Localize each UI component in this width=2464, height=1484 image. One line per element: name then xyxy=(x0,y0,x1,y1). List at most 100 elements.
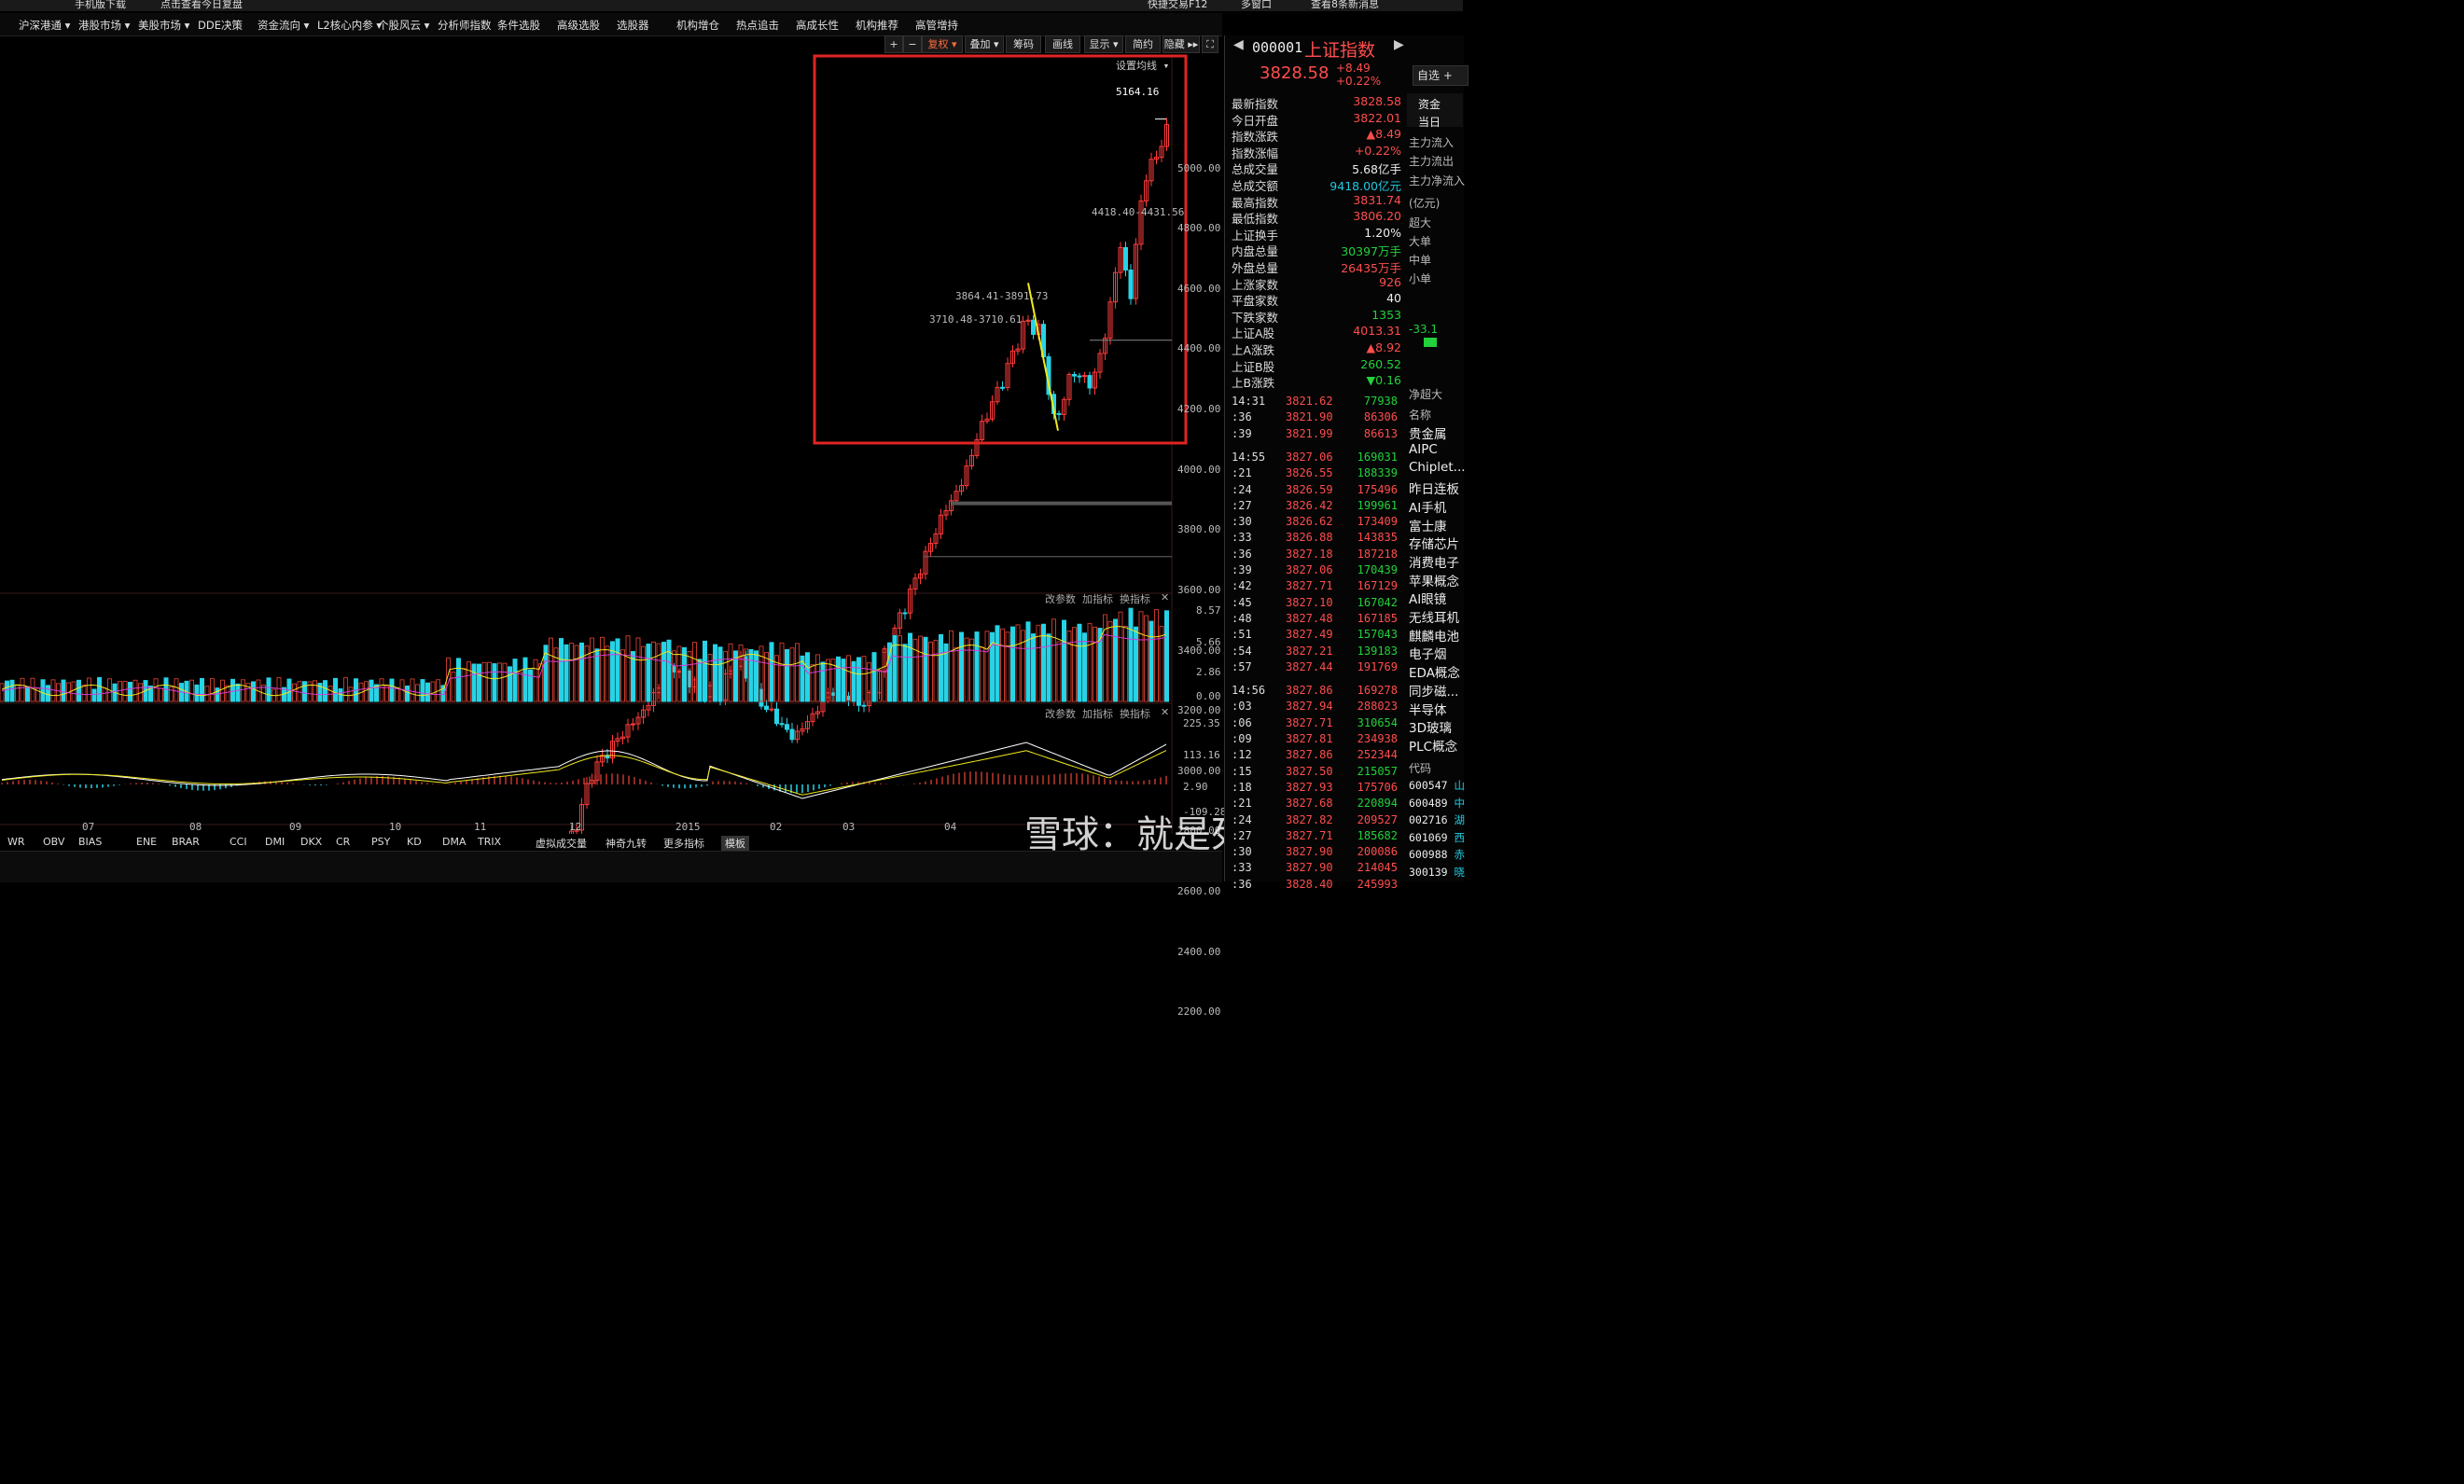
simple-button[interactable]: 简约 xyxy=(1125,35,1161,53)
macd-add-indicator[interactable]: 加指标 xyxy=(1082,708,1113,720)
indicator-tab[interactable]: PSY xyxy=(371,836,391,848)
date-tick: 07 xyxy=(82,821,95,833)
menu-inst-add[interactable]: 机构增仓 xyxy=(676,19,719,32)
quick-trade-button[interactable]: 快捷交易F12 xyxy=(1148,0,1208,10)
sector-item[interactable]: 富士康 xyxy=(1409,519,1447,534)
sector-item[interactable]: 麒麟电池 xyxy=(1409,629,1459,645)
menu-hk-connect[interactable]: 沪深港通 ▾ xyxy=(19,19,71,32)
display-button[interactable]: 显示 ▾ xyxy=(1084,35,1123,53)
today-tab[interactable]: 当日 xyxy=(1418,116,1441,129)
sector-item[interactable]: 电子烟 xyxy=(1409,647,1447,663)
menu-selector[interactable]: 选股器 xyxy=(617,19,649,32)
zoom-in-button[interactable]: + xyxy=(884,35,903,53)
macd-close-icon[interactable]: ✕ xyxy=(1161,706,1170,718)
zoom-out-button[interactable]: − xyxy=(903,35,922,53)
volume-bar xyxy=(898,634,902,702)
tick-volume: 143835 xyxy=(1357,531,1398,545)
sector-item[interactable]: AI眼镜 xyxy=(1409,592,1447,608)
sector-item[interactable]: AI手机 xyxy=(1409,500,1447,516)
indicator-tab[interactable]: BIAS xyxy=(78,836,103,848)
sector-item[interactable]: EDA概念 xyxy=(1409,666,1460,682)
sector-item[interactable]: AIPC xyxy=(1409,441,1438,457)
ma-setting[interactable]: 设置均线 ▾ xyxy=(1116,60,1170,72)
menu-us-market[interactable]: 美股市场 ▾ xyxy=(138,19,190,32)
sector-item[interactable]: 存储芯片 xyxy=(1409,537,1459,553)
indicator-tab[interactable]: OBV xyxy=(43,836,65,848)
stock-item[interactable]: 600547 山 xyxy=(1409,778,1465,793)
tick-row: :48 3827.48 167185 xyxy=(1226,612,1405,629)
indicator-tab[interactable]: WR xyxy=(7,836,25,848)
sector-item[interactable]: 贵金属 xyxy=(1409,427,1447,442)
vol-close-icon[interactable]: ✕ xyxy=(1161,591,1170,603)
stock-item[interactable]: 300139 晓 xyxy=(1409,865,1465,880)
sector-item[interactable]: 3D玻璃 xyxy=(1409,721,1452,737)
volume-bar xyxy=(754,650,759,702)
menu-condition-select[interactable]: 条件选股 xyxy=(497,19,540,32)
medium-label: 中单 xyxy=(1409,254,1432,267)
indicator-tab[interactable]: CR xyxy=(336,836,351,848)
sector-item[interactable]: 无线耳机 xyxy=(1409,611,1459,626)
vol-change-indicator[interactable]: 换指标 xyxy=(1120,593,1150,605)
indicator-tab[interactable]: ENE xyxy=(136,836,158,848)
volume-bar xyxy=(456,658,461,702)
daily-review-link[interactable]: 点击查看今日复盘 xyxy=(160,0,243,10)
kline-chart[interactable] xyxy=(0,54,1222,834)
sector-item[interactable]: 苹果概念 xyxy=(1409,574,1459,589)
fund-tab[interactable]: 资金 xyxy=(1418,98,1441,111)
candle-body xyxy=(769,708,774,711)
tick-volume: 200086 xyxy=(1357,845,1398,859)
news-button[interactable]: 查看8条新消息 xyxy=(1311,0,1379,10)
stock-item[interactable]: 002716 湖 xyxy=(1409,812,1465,827)
menu-fund-flow[interactable]: 资金流向 ▾ xyxy=(258,19,310,32)
tick-row: :57 3827.44 191769 xyxy=(1226,660,1405,677)
macd-change-indicator[interactable]: 换指标 xyxy=(1120,708,1150,720)
sector-item[interactable]: 半导体 xyxy=(1409,702,1447,718)
sector-item[interactable]: 同步磁... xyxy=(1409,684,1459,700)
indicator-tab[interactable]: 模板 xyxy=(721,836,749,851)
volume-bar xyxy=(302,681,307,702)
menu-high-growth[interactable]: 高成长性 xyxy=(796,19,839,32)
indicator-tab[interactable]: KD xyxy=(407,836,422,848)
chips-button[interactable]: 筹码 xyxy=(1006,35,1041,53)
mobile-download-link[interactable]: 手机版下载 xyxy=(75,0,126,10)
indicator-tab[interactable]: DKX xyxy=(300,836,323,848)
next-arrow-icon[interactable]: ▶ xyxy=(1394,37,1404,52)
add-watchlist-button[interactable]: 自选 + xyxy=(1413,65,1469,86)
stock-item[interactable]: 601069 西 xyxy=(1409,830,1465,845)
menu-inst-recommend[interactable]: 机构推荐 xyxy=(856,19,898,32)
indicator-tab[interactable]: CCI xyxy=(230,836,247,848)
indicator-tab[interactable]: 虚拟成交量 xyxy=(536,838,587,850)
price-tick: 5000.00 xyxy=(1177,161,1221,174)
macd-edit-params[interactable]: 改参数 xyxy=(1045,708,1076,720)
sector-item[interactable]: PLC概念 xyxy=(1409,739,1458,755)
vol-edit-params[interactable]: 改参数 xyxy=(1045,593,1076,605)
menu-stock-news[interactable]: 个股风云 ▾ xyxy=(378,19,430,32)
menu-analyst-index[interactable]: 分析师指数 xyxy=(438,19,492,32)
indicator-tab[interactable]: TRIX xyxy=(478,836,502,848)
hide-button[interactable]: 隐藏 ▸▸ xyxy=(1162,35,1200,53)
sector-item[interactable]: Chiplet... xyxy=(1409,460,1466,476)
indicator-tab[interactable]: 神奇九转 xyxy=(606,838,647,850)
multi-window-button[interactable]: 多窗口 xyxy=(1241,0,1272,10)
sector-item[interactable]: 昨日连板 xyxy=(1409,482,1459,498)
volume-bar xyxy=(1077,623,1082,702)
fullscreen-icon[interactable]: ⛶ xyxy=(1202,35,1218,53)
menu-advanced-select[interactable]: 高级选股 xyxy=(557,19,600,32)
indicator-tab[interactable]: DMA xyxy=(442,836,466,848)
fuquan-button[interactable]: 复权 ▾ xyxy=(922,35,963,53)
menu-hk-market[interactable]: 港股市场 ▾ xyxy=(78,19,131,32)
menu-exec-increase[interactable]: 高管增持 xyxy=(915,19,958,32)
vol-add-indicator[interactable]: 加指标 xyxy=(1082,593,1113,605)
indicator-tab[interactable]: BRAR xyxy=(172,836,200,848)
menu-l2[interactable]: L2核心内参 ▾ xyxy=(317,19,383,32)
sector-item[interactable]: 消费电子 xyxy=(1409,555,1459,571)
menu-hot-chase[interactable]: 热点追击 xyxy=(736,19,779,32)
overlay-button[interactable]: 叠加 ▾ xyxy=(965,35,1004,53)
indicator-tab[interactable]: DMI xyxy=(265,836,285,848)
stock-item[interactable]: 600489 中 xyxy=(1409,796,1465,811)
stock-item[interactable]: 600988 赤 xyxy=(1409,847,1465,862)
draw-button[interactable]: 画线 xyxy=(1045,35,1080,53)
prev-arrow-icon[interactable]: ◀ xyxy=(1233,37,1244,52)
indicator-tab[interactable]: 更多指标 xyxy=(663,838,704,850)
menu-dde[interactable]: DDE决策 xyxy=(198,19,243,32)
